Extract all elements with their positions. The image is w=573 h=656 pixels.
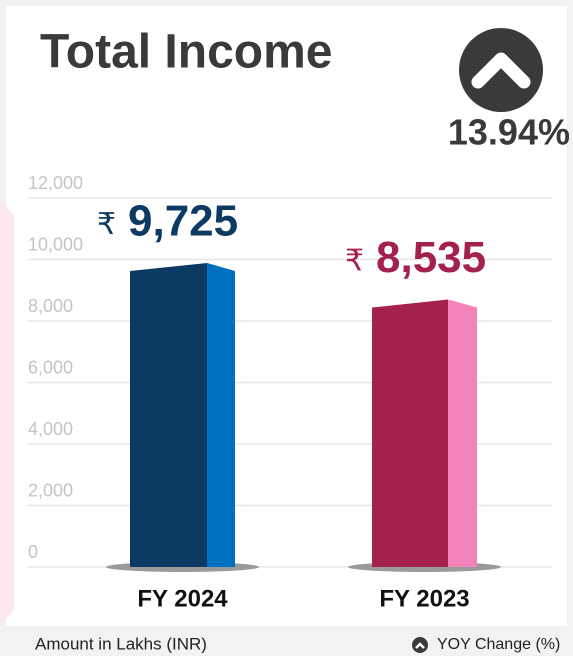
bar-side bbox=[207, 262, 235, 567]
y-tick-label: 0 bbox=[28, 542, 38, 562]
y-tick-label: 4,000 bbox=[28, 419, 73, 439]
value-label: 8,535 bbox=[376, 233, 486, 282]
legend: YOY Change (%) bbox=[412, 636, 560, 653]
currency-symbol: ₹ bbox=[345, 244, 364, 277]
legend-label: YOY Change (%) bbox=[437, 636, 560, 653]
currency-symbol: ₹ bbox=[97, 208, 116, 241]
decor bbox=[0, 200, 14, 625]
footnote: Amount in Lakhs (INR) bbox=[35, 634, 207, 653]
change-icon bbox=[459, 28, 543, 112]
y-tick-label: 10,000 bbox=[28, 234, 83, 254]
legend-chevron bbox=[415, 642, 425, 649]
y-tick-label: 8,000 bbox=[28, 296, 73, 316]
bar bbox=[372, 299, 448, 567]
y-tick-label: 6,000 bbox=[28, 357, 73, 377]
yoy-change: 13.94% bbox=[448, 112, 570, 153]
x-tick-label: FY 2023 bbox=[379, 585, 469, 612]
bar-side bbox=[448, 299, 477, 567]
value-label: 9,725 bbox=[128, 197, 238, 246]
icon-chevron bbox=[471, 52, 531, 89]
y-tick-label: 12,000 bbox=[28, 173, 83, 193]
y-tick-label: 2,000 bbox=[28, 480, 73, 500]
x-tick-label: FY 2024 bbox=[137, 585, 228, 612]
bar bbox=[130, 262, 207, 567]
icon-circle bbox=[459, 28, 543, 112]
chart-title: Total Income bbox=[40, 26, 332, 79]
